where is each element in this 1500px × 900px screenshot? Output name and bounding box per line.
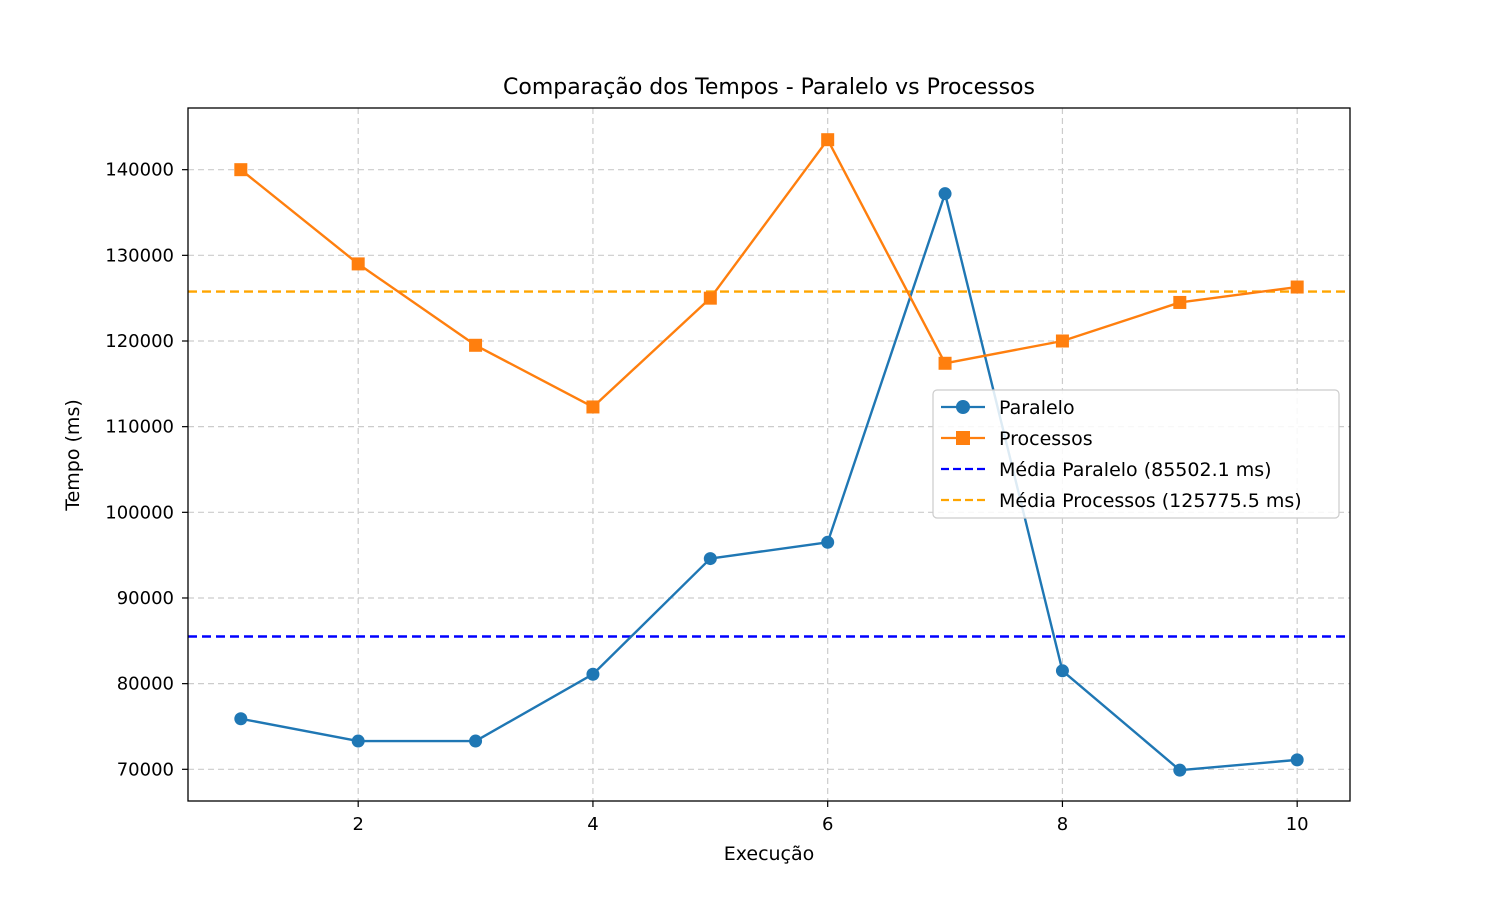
y-tick-label: 130000 [105, 245, 174, 266]
data-point-paralelo [351, 734, 365, 748]
x-tick-label: 10 [1286, 814, 1309, 835]
series-line-processos [240, 138, 1298, 409]
y-tick-label: 110000 [105, 417, 174, 438]
data-point-paralelo [234, 712, 248, 726]
x-axis-label: Execução [724, 843, 815, 865]
data-point-paralelo [1290, 753, 1304, 767]
data-point-processos [1290, 280, 1304, 294]
data-point-processos [1173, 295, 1187, 309]
mean-lines [188, 290, 1350, 638]
x-tick-label: 8 [1057, 814, 1068, 835]
data-point-processos [1055, 334, 1069, 348]
x-tick-label: 4 [587, 814, 598, 835]
data-point-paralelo [938, 187, 952, 201]
x-tick-label: 2 [352, 814, 363, 835]
x-axis: 2 4 6 8 10 [352, 801, 1309, 835]
y-tick-label: 80000 [117, 674, 174, 695]
series-group [234, 133, 1304, 777]
plot-frame [187, 107, 1351, 802]
grid [188, 108, 1350, 801]
data-point-paralelo [703, 552, 717, 566]
data-point-processos [703, 291, 717, 305]
legend: Paralelo Processos Média Paralelo (85502… [932, 389, 1340, 519]
y-tick-label: 70000 [117, 759, 174, 780]
chart-title: Comparação dos Tempos - Paralelo vs Proc… [503, 75, 1035, 100]
legend-label-media-paralelo: Média Paralelo (85502.1 ms) [999, 459, 1272, 481]
y-axis-label: Tempo (ms) [62, 399, 84, 512]
data-point-processos [821, 133, 835, 147]
y-tick-label: 120000 [105, 331, 174, 352]
legend-label-media-processos: Média Processos (125775.5 ms) [999, 490, 1302, 512]
y-tick-label: 100000 [105, 502, 174, 523]
data-point-processos [586, 400, 600, 414]
legend-label-paralelo: Paralelo [999, 397, 1075, 419]
y-tick-label: 90000 [117, 588, 174, 609]
data-point-paralelo [469, 734, 483, 748]
y-axis: 70000 80000 90000 100000 110000 120000 130000 1… [105, 160, 188, 780]
data-point-paralelo [1173, 763, 1187, 777]
data-point-processos [938, 356, 952, 370]
series-line-paralelo [240, 192, 1298, 772]
data-point-paralelo [821, 535, 835, 549]
legend-marker-paralelo [956, 400, 970, 414]
x-tick-label: 6 [822, 814, 833, 835]
data-point-paralelo [586, 667, 600, 681]
data-point-processos [469, 338, 483, 352]
data-point-processos [351, 257, 365, 271]
data-point-processos [234, 163, 248, 177]
legend-label-processos: Processos [999, 428, 1093, 450]
data-point-paralelo [1055, 664, 1069, 678]
y-tick-label: 140000 [105, 160, 174, 181]
legend-box [932, 389, 1340, 519]
legend-marker-processos [956, 431, 970, 445]
